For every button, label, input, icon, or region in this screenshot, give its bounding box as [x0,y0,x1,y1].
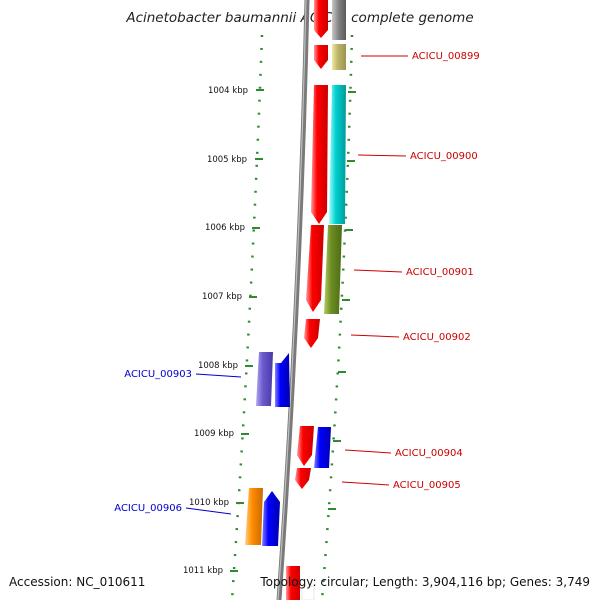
tick-label: 1005 kbp [207,155,247,165]
cds-arrow-top [314,0,328,38]
genome-backbone-highlight [277,0,307,600]
orange-feature-00906 [245,488,263,545]
gene-labels: ACICU_00899 ACICU_00900 ACICU_00901 ACIC… [114,51,479,514]
cds-arrow-00906 [262,491,280,546]
genome-backbone [276,0,310,600]
khaki-feature-00899 [332,44,346,70]
blue-feature-00904 [314,427,331,468]
gene-label-00901[interactable]: ACICU_00901 [406,267,474,278]
gene-label-00899[interactable]: ACICU_00899 [412,51,480,62]
tick-label: 1010 kbp [189,498,229,508]
accession-label: Accession: NC_010611 [9,575,146,589]
scale-ticks: 1004 kbp 1005 kbp 1006 kbp 1007 kbp 1008… [183,86,356,576]
white-feature-bottom [301,585,315,600]
tick-label: 1007 kbp [202,292,242,302]
tick-label: 1011 kbp [183,566,223,576]
gene-label-00902[interactable]: ACICU_00902 [403,332,471,343]
tick-label: 1009 kbp [194,429,234,439]
cds-arrow-00899 [314,45,328,69]
olive-feature-00901 [324,225,342,314]
gene-label-00900[interactable]: ACICU_00900 [410,151,478,162]
purple-feature-00903 [256,352,273,406]
cds-arrow-00903 [275,353,290,407]
cds-arrow-bottom [286,566,300,600]
leader-00900 [357,154,407,157]
cds-arrow-00902 [304,319,320,348]
gene-label-00906[interactable]: ACICU_00906 [114,503,182,514]
forward-function-features [301,0,346,600]
forward-strand-features [286,0,328,600]
gene-label-00903[interactable]: ACICU_00903 [124,369,192,380]
gray-feature-top [332,0,346,40]
leader-00902 [350,334,400,338]
label-leaders [185,55,408,515]
leader-00905 [341,481,390,486]
gene-label-00905[interactable]: ACICU_00905 [393,480,461,491]
reverse-strand-features [245,352,290,546]
tick-label: 1008 kbp [198,361,238,371]
cds-arrow-00905 [295,468,311,489]
leader-00906 [185,507,232,515]
cds-arrow-00900 [311,85,328,224]
tick-label: 1004 kbp [208,86,248,96]
cds-arrow-00901 [306,225,324,312]
leader-00901 [353,269,403,273]
map-title: Acinetobacter baumannii ACICU, complete … [126,10,474,26]
leader-00904 [344,449,392,454]
cyan-feature-00900 [329,85,346,224]
genome-stats: Topology: circular; Length: 3,904,116 bp… [260,575,590,589]
gene-label-00904[interactable]: ACICU_00904 [395,448,463,459]
leader-00903 [195,373,242,378]
cds-arrow-00904 [297,426,314,466]
tick-label: 1006 kbp [205,223,245,233]
